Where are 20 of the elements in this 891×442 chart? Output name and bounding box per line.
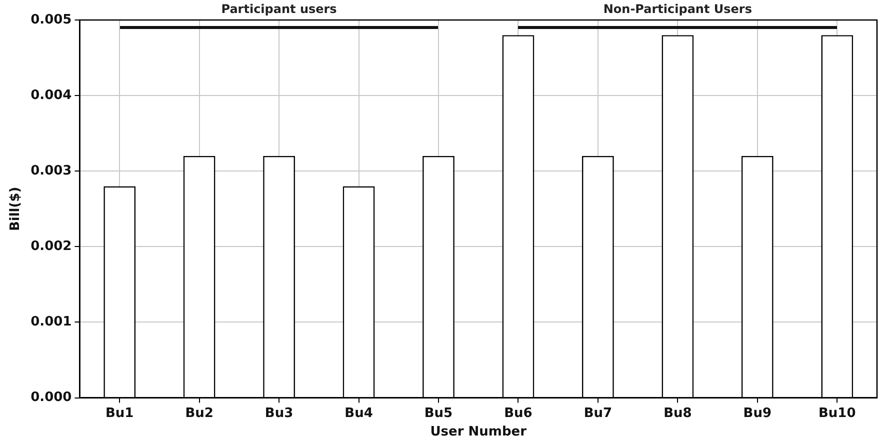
y-tick-label: 0.001 xyxy=(30,314,72,330)
x-tick-label: Bu6 xyxy=(504,406,532,421)
x-tick-label: Bu1 xyxy=(105,406,134,421)
y-tick-label: 0.002 xyxy=(30,239,72,254)
x-tick-label: Bu9 xyxy=(743,406,772,421)
x-axis-title: User Number xyxy=(430,424,528,440)
x-tick-label: Bu5 xyxy=(424,406,453,421)
y-axis-title: Bill($) xyxy=(8,186,24,232)
y-tick-label: 0.003 xyxy=(30,163,72,178)
y-tick-label: 0.004 xyxy=(30,88,72,103)
x-tick-label: Bu4 xyxy=(344,406,373,421)
y-tick-label: 0.005 xyxy=(30,12,72,28)
x-tick-label: Bu3 xyxy=(264,406,294,421)
text: Non-Participant Users xyxy=(602,2,753,16)
text: Participant users xyxy=(220,2,338,16)
x-tick-label: Bu7 xyxy=(584,406,612,421)
x-tick-label: Bu8 xyxy=(664,406,692,421)
x-tick-label: Bu2 xyxy=(185,406,214,421)
y-tick-label: 0.000 xyxy=(30,390,72,406)
x-tick-label: Bu10 xyxy=(818,406,856,421)
